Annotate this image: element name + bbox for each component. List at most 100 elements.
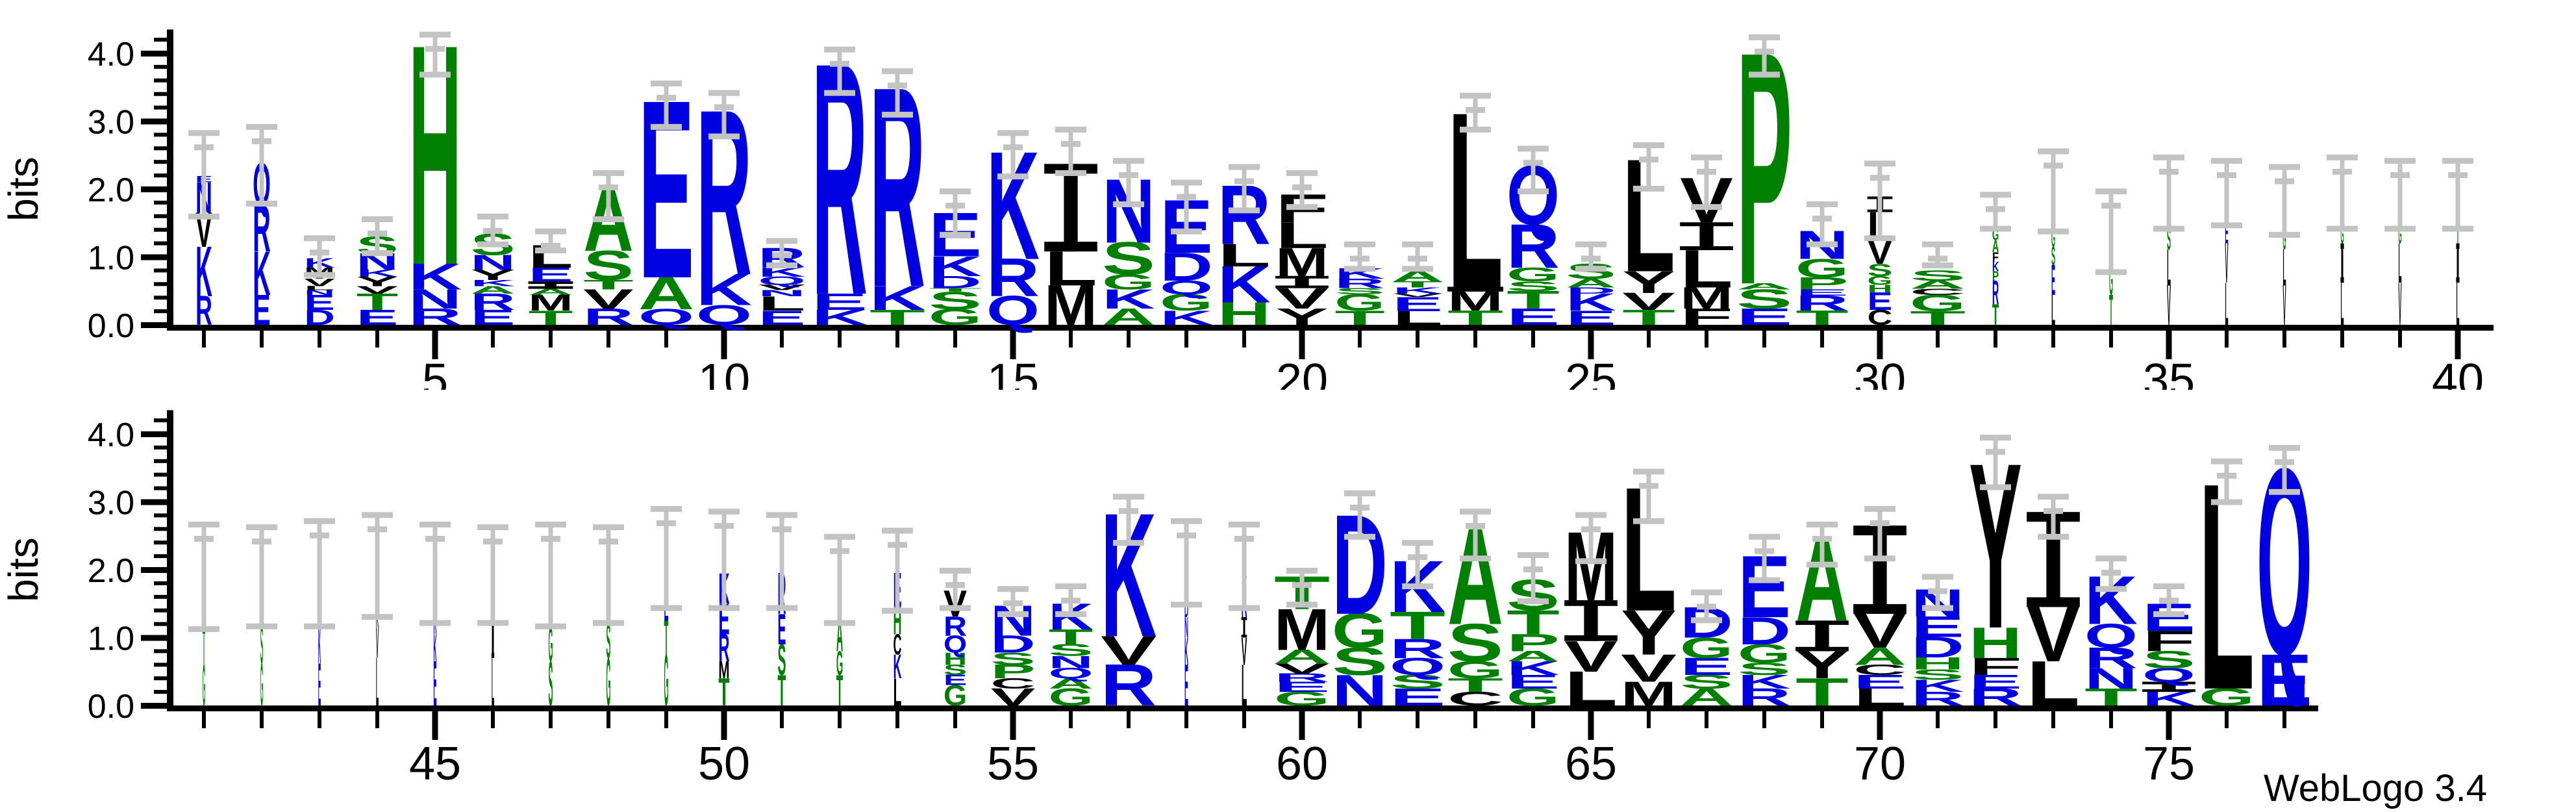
error-bar-cap-top (246, 524, 277, 531)
logo-letter-I-stem (1243, 617, 1245, 638)
error-bar-inner-dash (1350, 504, 1369, 511)
error-bar-cap-top (304, 235, 335, 242)
x-tick-minor (2051, 711, 2055, 728)
logo-letter-A: A (1102, 303, 1155, 330)
error-bar-cap-top (1864, 505, 1895, 512)
logo-letter-S: S (260, 615, 263, 675)
logo-letter-E: E (529, 264, 573, 286)
x-tick-minor (1994, 711, 1997, 728)
logo-letter-R: R (944, 611, 967, 641)
x-tick-minor (780, 711, 784, 728)
logo-letter-V: V (2282, 273, 2286, 337)
logo-letter-G: G (1447, 657, 1503, 684)
error-bar-stem (432, 524, 438, 623)
error-bar-cap-top (1807, 521, 1838, 527)
error-bar-cap-bottom (1807, 241, 1838, 247)
x-tick-label: 65 (1565, 738, 1617, 790)
x-tick-minor (549, 711, 553, 728)
logo-letter-R: R (1507, 211, 1560, 281)
logo-letter-T: T (664, 610, 669, 665)
error-bar-stem (1762, 536, 1767, 580)
error-bar-stem (1126, 160, 1131, 204)
logo-letter-A: A (836, 607, 843, 662)
logo-letter-K: K (433, 626, 436, 670)
y-tick-minor (154, 38, 168, 42)
error-bar-cap-top (419, 31, 451, 38)
y-tick-label: 0.0 (88, 307, 134, 345)
error-bar-cap-top (1286, 170, 1318, 176)
x-tick-minor (1416, 331, 1419, 348)
error-bar-cap-top (1980, 435, 2011, 441)
x-tick-major (1588, 711, 1594, 740)
error-bar-stem (1588, 514, 1594, 561)
logo-letter-T: T (1992, 299, 1999, 331)
logo-letter-N: N (1332, 666, 1388, 715)
logo-letter-L: L (2398, 231, 2401, 295)
error-bar-stem (2166, 157, 2171, 229)
error-bar-cap-top (824, 533, 855, 540)
logo-letter-L: L (2051, 286, 2055, 335)
logo-letter-H: H (1868, 283, 1893, 295)
error-bar-inner-dash (1177, 532, 1196, 539)
y-tick-minor (154, 64, 168, 69)
logo-letter-T: T (1795, 306, 1849, 329)
x-tick-major (1010, 331, 1016, 359)
logo-letter-S: S (929, 286, 982, 315)
logo-letter-S: S (1334, 286, 1384, 296)
error-bar-cap-top (1633, 468, 1664, 475)
logo-letter-N: N (2084, 663, 2138, 695)
x-tick-minor (1531, 331, 1535, 348)
logo-letter-I-stem (1295, 275, 1309, 288)
logo-letter-R: R (1274, 671, 1330, 684)
logo-letter-K: K (894, 648, 902, 686)
error-bar-stem (2051, 496, 2056, 537)
error-bar-stem (259, 527, 264, 626)
error-bar-stem (1010, 133, 1016, 177)
error-bar-stem (2455, 160, 2460, 229)
error-bar-stem (317, 238, 322, 275)
logo-letter-L: L (2456, 270, 2459, 338)
error-bar-inner-dash (541, 242, 560, 249)
error-bar-inner-dash (2390, 172, 2410, 179)
x-tick-major (1299, 331, 1305, 359)
logo-letter-S: S (1049, 641, 1094, 660)
error-bar-cap-top (419, 521, 451, 527)
logo-letter-I-stem (1699, 222, 1714, 251)
logo-letter-E: E (2225, 215, 2228, 250)
logo-letter-D: D (1911, 631, 1964, 663)
logo-letter-K: K (1218, 256, 1271, 314)
logo-letter-R: R (1969, 683, 2022, 711)
error-bar-cap-top (1575, 241, 1607, 247)
error-bar-cap-bottom (1633, 185, 1664, 192)
logo-letter-S: S (1390, 670, 1445, 692)
error-bar-inner-dash (1466, 107, 1485, 113)
logo-letter-L: L (894, 670, 902, 714)
error-bar-inner-dash (1119, 172, 1138, 179)
logo-letter-M: M (718, 657, 729, 684)
logo-letter-G: G (664, 639, 669, 721)
error-bar-cap-bottom (362, 614, 393, 620)
y-tick-minor (154, 486, 168, 490)
error-bar-stem (1819, 203, 1825, 244)
logo-letter-R: R (408, 303, 462, 330)
error-bar-inner-dash (368, 526, 387, 533)
x-tick-minor (2282, 711, 2286, 728)
error-bar-cap-top (593, 170, 624, 176)
logo-letter-A: A (1680, 683, 1733, 711)
x-tick-label: 15 (987, 355, 1039, 390)
error-bar-inner-dash (1350, 255, 1369, 262)
y-tick-label: 4.0 (88, 416, 134, 454)
error-bar-stem (1184, 182, 1189, 231)
error-bar-stem (1762, 36, 1767, 75)
logo-letter-L: L (1218, 237, 1271, 273)
error-bar-cap-top (2153, 154, 2184, 160)
logo-letter-S: S (778, 635, 786, 685)
x-tick-label: 75 (2143, 738, 2195, 790)
logo-letter-S: S (1738, 659, 1791, 678)
x-tick-label: 10 (698, 355, 750, 390)
error-bar-cap-bottom (1460, 127, 1491, 133)
error-bar-stem (259, 126, 264, 203)
logo-letter-P: P (991, 661, 1036, 683)
y-tick-major (141, 118, 168, 125)
y-tick-minor (154, 445, 168, 450)
